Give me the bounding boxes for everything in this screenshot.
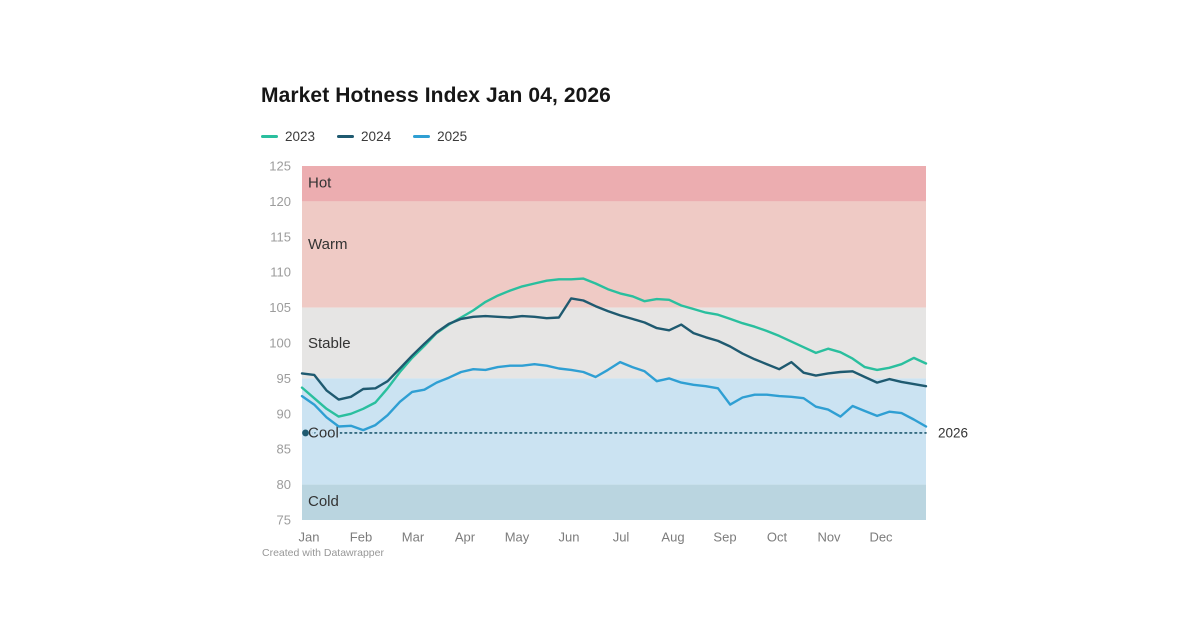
series-line-2025[interactable] (300, 360, 928, 432)
x-axis-month-label: Feb (350, 530, 372, 545)
y-axis-tick-label: 75 (277, 513, 291, 528)
band-stable (302, 307, 926, 379)
reference-start-dot (302, 429, 309, 437)
legend-item-2025[interactable]: 2025 (413, 129, 467, 144)
band-label-warm: Warm (308, 236, 347, 253)
y-axis-tick-label: 80 (277, 477, 291, 492)
band-warm (302, 201, 926, 308)
y-axis-tick-label: 115 (270, 229, 291, 244)
band-label-hot: Hot (308, 174, 332, 191)
x-axis-month-label: Jul (613, 530, 630, 545)
legend-swatch (337, 134, 355, 138)
x-axis-month-label: Oct (767, 530, 788, 545)
legend-item-2023[interactable]: 2023 (261, 129, 315, 144)
y-axis-tick-label: 105 (269, 300, 291, 315)
x-axis-month-label: Apr (455, 530, 476, 545)
legend-label: 2025 (437, 128, 468, 144)
attribution-text: Created with Datawrapper (262, 547, 384, 559)
reference-label: 2026 (938, 425, 968, 440)
y-axis-tick-label: 95 (277, 371, 291, 386)
legend-swatch (413, 134, 431, 138)
series-line-2023[interactable] (300, 277, 928, 418)
y-axis-tick-label: 90 (277, 406, 291, 421)
x-axis-month-label: Nov (817, 530, 841, 545)
chart-legend: 2023 2024 2025 (261, 127, 467, 145)
series-line-2024[interactable] (300, 297, 928, 401)
x-axis-month-label: Sep (713, 530, 736, 545)
legend-label: 2024 (361, 128, 392, 144)
band-hot (302, 166, 926, 202)
x-axis-month-label: Aug (661, 530, 684, 545)
x-axis-month-label: May (505, 530, 530, 545)
y-axis-tick-label: 125 (269, 159, 291, 174)
x-axis-month-label: Jun (559, 530, 580, 545)
y-axis-tick-label: 120 (269, 194, 291, 209)
legend-item-2024[interactable]: 2024 (337, 129, 391, 144)
y-axis-tick-label: 85 (277, 442, 291, 457)
legend-label: 2023 (285, 128, 316, 144)
band-label-cold: Cold (308, 493, 339, 510)
y-axis-tick-label: 100 (269, 336, 291, 351)
x-axis-month-label: Dec (869, 530, 893, 545)
band-label-cool: Cool (308, 424, 339, 441)
band-label-stable: Stable (308, 335, 351, 352)
y-axis-tick-label: 110 (270, 265, 291, 280)
band-cold (302, 484, 926, 520)
legend-swatch (261, 134, 278, 138)
page-title: Market Hotness Index Jan 04, 2026 (261, 84, 611, 107)
band-cool (302, 378, 926, 485)
x-axis-month-label: Mar (402, 530, 425, 545)
x-axis-month-label: Jan (299, 530, 320, 545)
